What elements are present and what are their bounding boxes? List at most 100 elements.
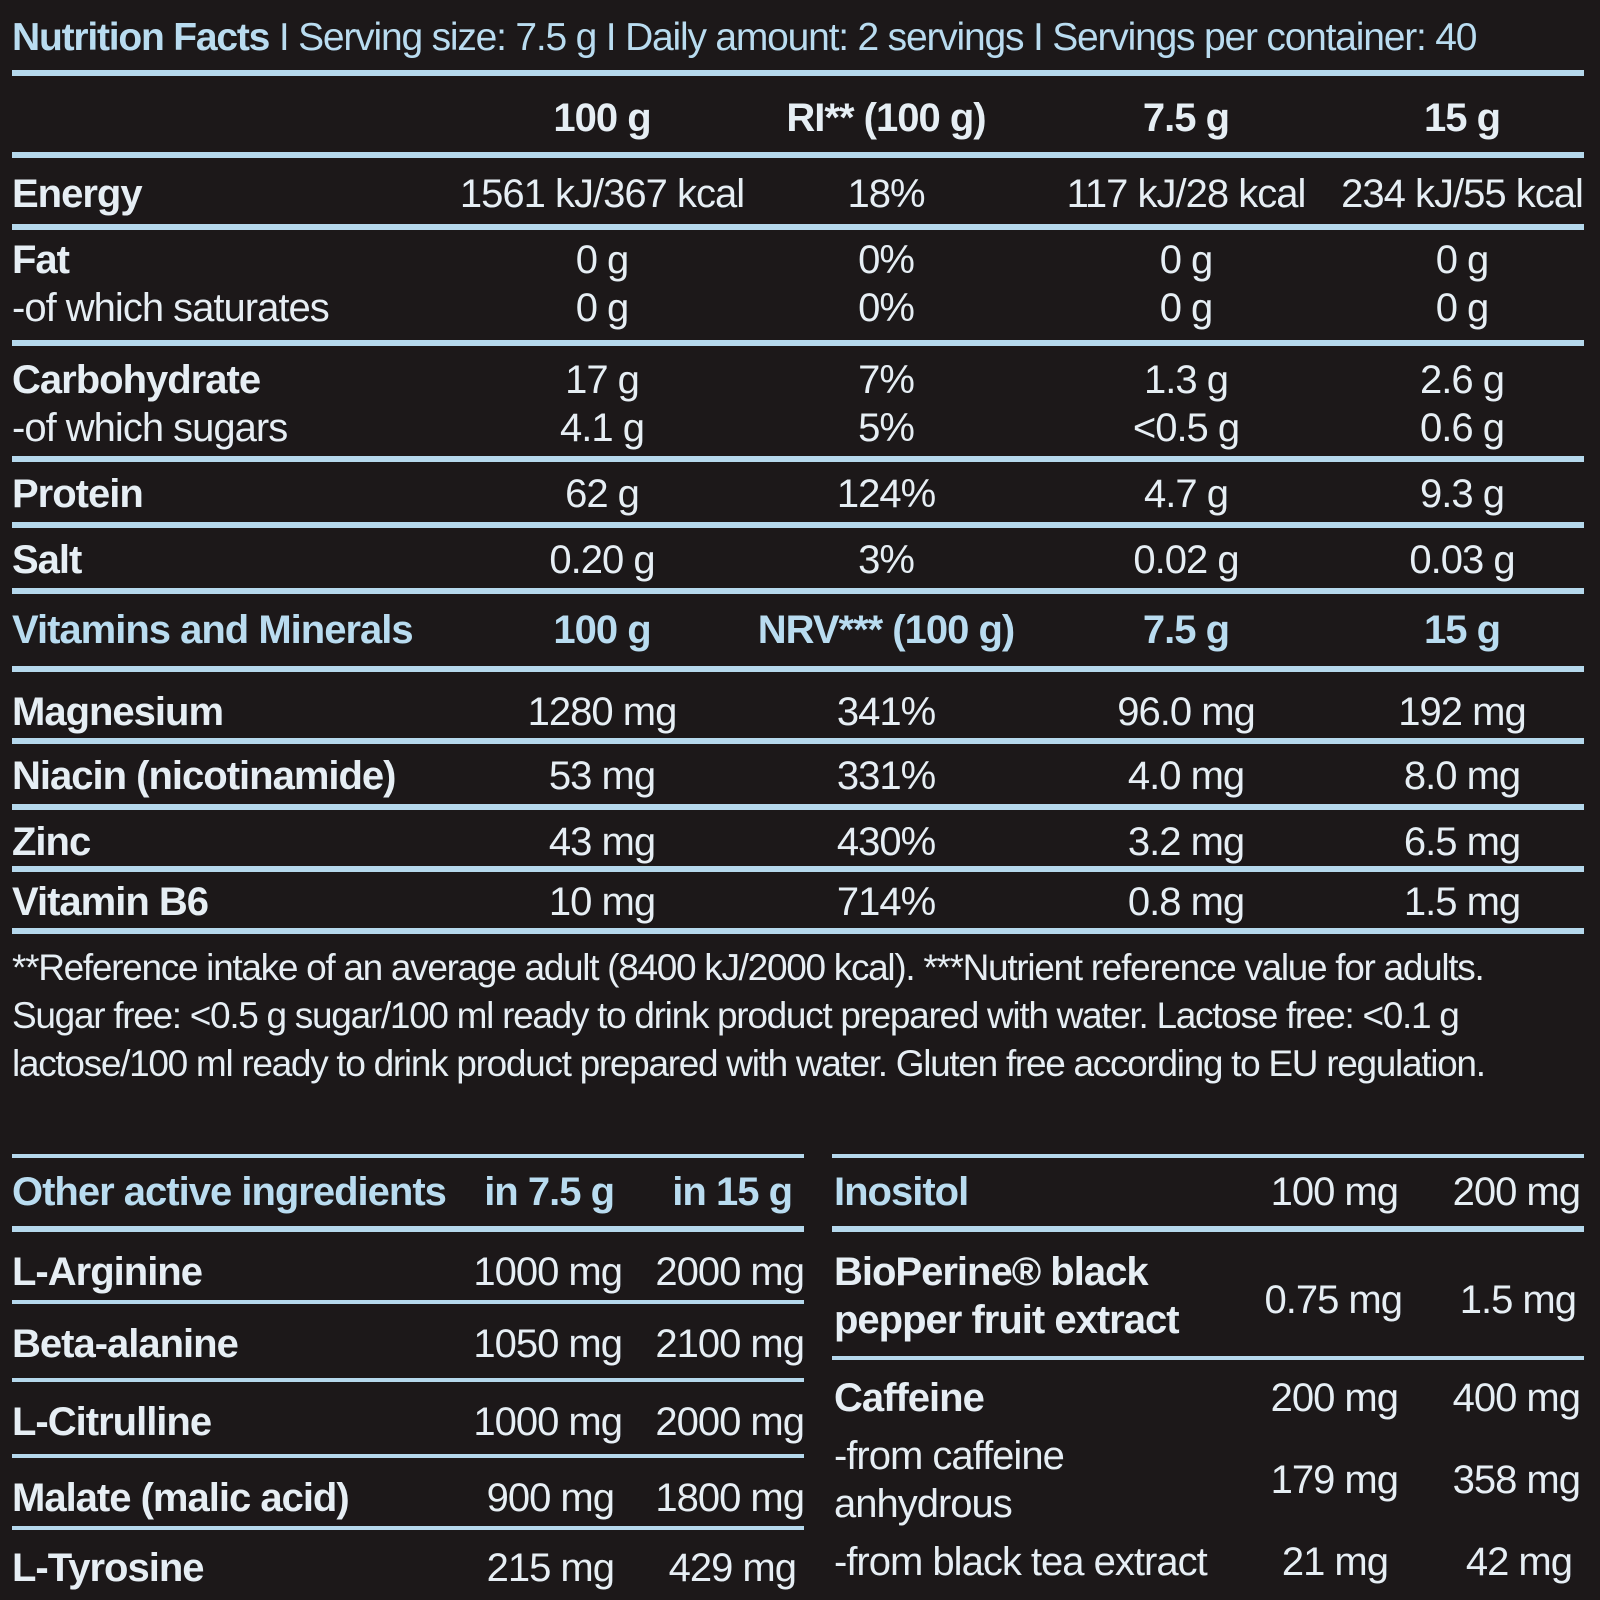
row-label-magnesium: Magnesium <box>12 690 224 734</box>
row-label-energy: Energy <box>12 172 143 216</box>
row-label-protein: Protein <box>12 472 144 516</box>
cell: 200 mg <box>1452 1170 1581 1214</box>
cell: 8.0 mg <box>1403 754 1521 798</box>
cell: 3.2 mg <box>1127 820 1245 864</box>
rule <box>12 1154 804 1158</box>
cell: 0.8 mg <box>1127 880 1245 924</box>
serving-size: Serving size: 7.5 g <box>298 16 597 59</box>
rule <box>12 522 1584 528</box>
row-label-black-tea: -from black tea extract <box>834 1540 1208 1584</box>
cell: 900 mg <box>486 1476 615 1520</box>
rule <box>12 866 1584 872</box>
cell: 714% <box>836 880 936 924</box>
col-header-100g: 100 g <box>553 608 651 652</box>
cell: 429 mg <box>668 1546 797 1590</box>
caffeine-anhydrous-line-1: -from caffeine <box>834 1434 1065 1478</box>
cell: 9.3 g <box>1420 472 1505 516</box>
row-label-vitamin-b6: Vitamin B6 <box>12 880 209 924</box>
cell: 0.6 g <box>1420 406 1505 450</box>
cell: 0 g <box>575 286 630 330</box>
cell: 7% <box>858 358 915 402</box>
cell: 62 g <box>565 472 640 516</box>
bioperine-line-1: BioPerine® black <box>834 1250 1149 1294</box>
cell: 215 mg <box>486 1546 615 1590</box>
cell: 96.0 mg <box>1117 690 1256 734</box>
rule <box>832 1226 1584 1232</box>
cell: 3% <box>858 538 915 582</box>
row-label-sugars: -of which sugars <box>12 406 288 450</box>
cell: 18% <box>847 172 925 216</box>
daily-amount: Daily amount: 2 servings <box>625 16 1024 59</box>
cell: 1.5 mg <box>1403 880 1521 924</box>
serving-info: Nutrition Facts I Serving size: 7.5 g I … <box>12 14 1477 62</box>
rule <box>12 1526 804 1530</box>
vitamins-title: Vitamins and Minerals <box>12 608 414 652</box>
row-label-zinc: Zinc <box>12 820 91 864</box>
cell: 341% <box>836 690 936 734</box>
cell: 192 mg <box>1398 690 1526 734</box>
cell: 4.0 mg <box>1127 754 1245 798</box>
rule <box>12 1378 804 1382</box>
col-header-nrv: NRV*** (100 g) <box>757 608 1015 652</box>
cell: 1000 mg <box>473 1250 623 1294</box>
cell: 5% <box>858 406 915 450</box>
cell: 2000 mg <box>655 1400 805 1444</box>
row-label-carbohydrate: Carbohydrate <box>12 358 261 402</box>
cell: 100 mg <box>1270 1170 1399 1214</box>
cell: 1800 mg <box>655 1476 805 1520</box>
separator: I <box>278 16 290 59</box>
row-label-fat: Fat <box>12 238 70 282</box>
cell: 4.1 g <box>560 406 645 450</box>
col-header-ri: RI** (100 g) <box>786 96 986 140</box>
rule <box>12 1454 804 1458</box>
cell: 400 mg <box>1452 1376 1581 1420</box>
cell: 0 g <box>1159 286 1214 330</box>
rule <box>12 224 1584 230</box>
separator: I <box>605 16 617 59</box>
col-header-15g: 15 g <box>1423 96 1501 140</box>
cell: 2000 mg <box>655 1250 805 1294</box>
cell: 124% <box>836 472 936 516</box>
cell: 0.20 g <box>549 538 655 582</box>
cell: 1050 mg <box>473 1322 623 1366</box>
cell: 0% <box>858 238 915 282</box>
cell: 179 mg <box>1270 1458 1399 1502</box>
row-label-caffeine: Caffeine <box>834 1376 985 1420</box>
col-header-100g: 100 g <box>553 96 651 140</box>
rule <box>12 738 1584 744</box>
cell: 10 mg <box>548 880 656 924</box>
cell: 21 mg <box>1281 1540 1389 1584</box>
cell: 0 g <box>1159 238 1214 282</box>
row-label-bioperine: BioPerine® black pepper fruit extract <box>834 1248 1180 1344</box>
rule <box>12 340 1584 346</box>
cell: 1.5 mg <box>1459 1278 1577 1322</box>
cell: 53 mg <box>548 754 656 798</box>
cell: 331% <box>836 754 936 798</box>
cell: 0.02 g <box>1133 538 1239 582</box>
col-header-7-5g: 7.5 g <box>1142 96 1230 140</box>
rule <box>12 152 1584 158</box>
cell: 43 mg <box>548 820 656 864</box>
rule <box>832 1154 1584 1158</box>
cell: 200 mg <box>1270 1376 1399 1420</box>
cell: 1561 kJ/367 kcal <box>459 172 745 216</box>
cell: 0 g <box>575 238 630 282</box>
cell: <0.5 g <box>1132 406 1240 450</box>
cell: 4.7 g <box>1144 472 1229 516</box>
cell: 0 g <box>1435 238 1490 282</box>
cell: 1000 mg <box>473 1400 623 1444</box>
row-label-l-arginine: L-Arginine <box>12 1250 203 1294</box>
rule <box>12 928 1584 934</box>
row-label-salt: Salt <box>12 538 82 582</box>
nutrition-facts-title: Nutrition Facts <box>12 16 270 59</box>
rule <box>12 666 1584 672</box>
rule <box>12 456 1584 462</box>
row-label-caffeine-anhydrous: -from caffeine anhydrous <box>834 1432 1065 1528</box>
cell: 358 mg <box>1452 1458 1581 1502</box>
cell: 6.5 mg <box>1403 820 1521 864</box>
row-label-l-citrulline: L-Citrulline <box>12 1400 212 1444</box>
rule <box>12 1226 804 1232</box>
cell: 430% <box>836 820 936 864</box>
separator: I <box>1032 16 1044 59</box>
rule <box>12 804 1584 810</box>
